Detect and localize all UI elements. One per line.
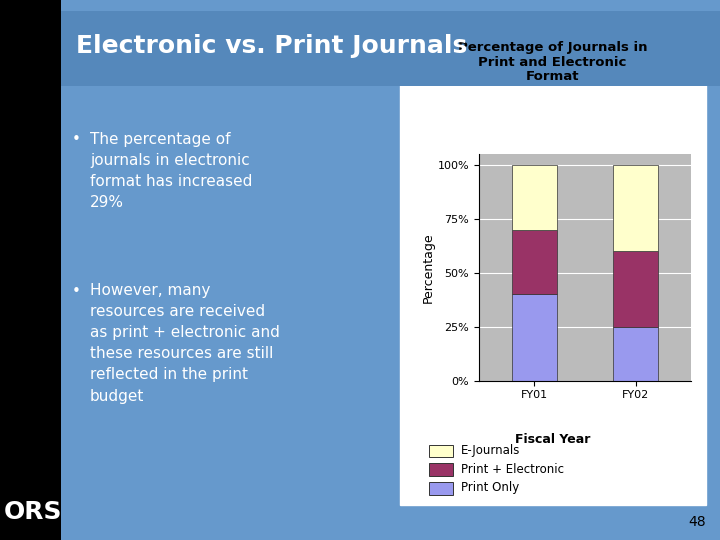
Bar — [429, 463, 453, 476]
Text: Print + Electronic: Print + Electronic — [461, 463, 564, 476]
Bar — [512, 230, 557, 294]
Bar — [512, 294, 557, 381]
Text: E-Journals: E-Journals — [461, 444, 521, 457]
Text: •: • — [72, 132, 81, 147]
Bar — [429, 482, 453, 495]
Text: ORS: ORS — [4, 500, 62, 524]
Text: Fiscal Year: Fiscal Year — [515, 433, 590, 446]
Text: The percentage of
journals in electronic
format has increased
29%: The percentage of journals in electronic… — [90, 132, 253, 210]
Text: Percentage of Journals in
Print and Electronic
Format: Percentage of Journals in Print and Elec… — [458, 40, 647, 84]
Bar — [429, 445, 453, 457]
Y-axis label: Percentage: Percentage — [422, 232, 435, 302]
Bar — [613, 165, 658, 251]
Text: Print Only: Print Only — [461, 481, 519, 494]
Text: •: • — [72, 284, 81, 299]
Bar — [613, 251, 658, 327]
Text: However, many
resources are received
as print + electronic and
these resources a: However, many resources are received as … — [90, 284, 280, 403]
Bar — [613, 327, 658, 381]
Text: Electronic vs. Print Journals: Electronic vs. Print Journals — [76, 34, 467, 58]
Bar — [512, 165, 557, 230]
Text: 48: 48 — [688, 515, 706, 529]
